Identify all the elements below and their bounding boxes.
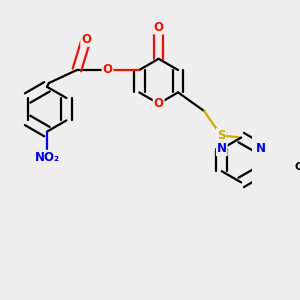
Text: O: O <box>154 97 164 110</box>
Text: S: S <box>217 129 225 142</box>
Text: N: N <box>217 142 227 155</box>
Text: NO₂: NO₂ <box>34 152 60 164</box>
Text: O: O <box>103 64 112 76</box>
Text: O: O <box>81 33 91 46</box>
Text: CH₃: CH₃ <box>294 163 300 172</box>
Text: N: N <box>256 142 266 155</box>
Text: O: O <box>154 20 164 34</box>
